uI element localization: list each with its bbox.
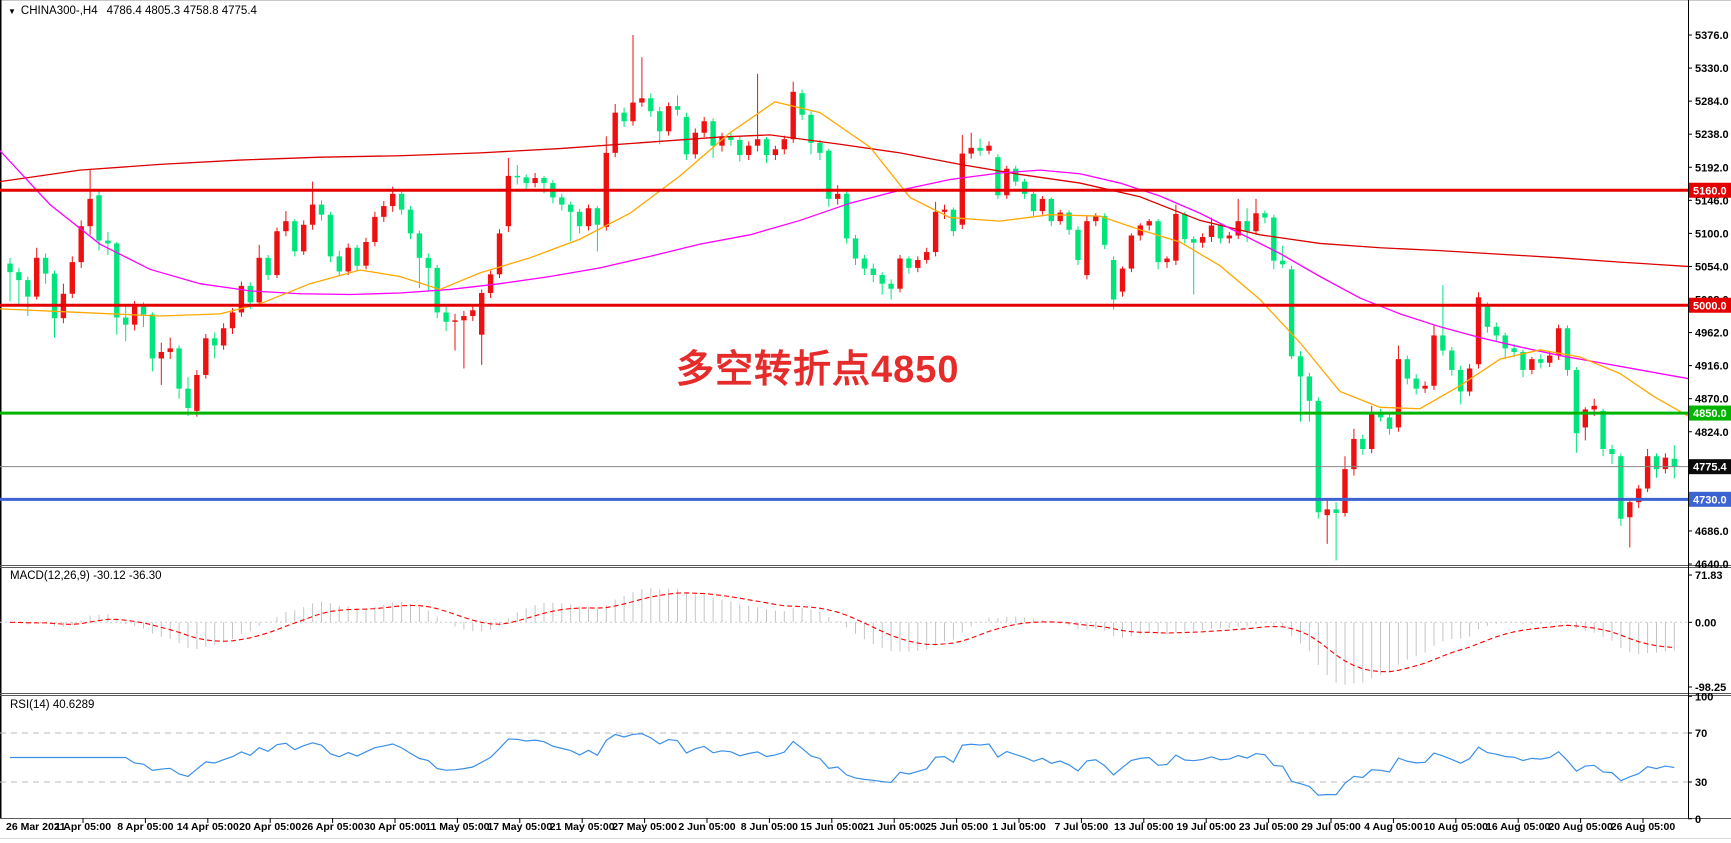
date-label: 8 Apr 05:00 <box>117 821 173 833</box>
macd-tick-label: 71.83 <box>1695 570 1723 582</box>
date-label: 11 May 05:00 <box>425 821 489 833</box>
date-label: 8 Jun 05:00 <box>741 821 798 833</box>
price-tick-label: 5330.0 <box>1695 63 1729 75</box>
price-tick-label: 5238.0 <box>1695 129 1729 141</box>
symbol-dropdown-icon[interactable]: ▼ <box>8 6 16 16</box>
date-label: 21 May 05:00 <box>550 821 615 833</box>
macd-tick-label: -98.25 <box>1695 682 1726 694</box>
macd-tick-label: 0.00 <box>1695 617 1716 629</box>
svg-text:5160.0: 5160.0 <box>1693 185 1727 197</box>
date-label: 14 Apr 05:00 <box>177 821 239 833</box>
rsi-line <box>10 733 1675 796</box>
ma-slow-red <box>0 134 1689 268</box>
date-label: 10 Aug 05:00 <box>1424 821 1489 833</box>
candles-layer <box>7 35 1677 561</box>
rsi-tick-label: 100 <box>1695 691 1713 703</box>
chart-annotation: 多空转折点4850 <box>676 349 960 391</box>
date-label: 26 Aug 05:00 <box>1611 821 1676 833</box>
price-tick-label: 4870.0 <box>1695 394 1729 406</box>
price-badge-4775.4: 4775.4 <box>1689 459 1731 475</box>
date-label: 4 Aug 05:00 <box>1364 821 1423 833</box>
date-label: 1 Jul 05:00 <box>992 821 1046 833</box>
date-label: 20 Apr 05:00 <box>239 821 301 833</box>
date-label: 16 Aug 05:00 <box>1486 821 1551 833</box>
price-tick-label: 5192.0 <box>1695 162 1729 174</box>
price-tick-label: 4640.0 <box>1695 559 1729 571</box>
price-badge-5160.0: 5160.0 <box>1689 182 1731 198</box>
price-tick-label: 5100.0 <box>1695 228 1729 240</box>
date-label: 7 Jul 05:00 <box>1055 821 1109 833</box>
price-tick-label: 4824.0 <box>1695 427 1729 439</box>
svg-text:4730.0: 4730.0 <box>1693 494 1727 506</box>
macd-signal-line <box>9 592 1675 673</box>
chart-header: ▼ CHINA300-,H4 4786.4 4805.3 4758.8 4775… <box>8 5 257 17</box>
rsi-tick-label: 0 <box>1695 814 1701 826</box>
rsi-tick-label: 70 <box>1695 728 1707 740</box>
price-tick-label: 4686.0 <box>1695 526 1729 538</box>
svg-text:5000.0: 5000.0 <box>1693 300 1727 312</box>
svg-text:4775.4: 4775.4 <box>1693 462 1728 474</box>
date-label: 21 Jun 05:00 <box>863 821 926 833</box>
date-label: 30 Apr 05:00 <box>364 821 426 833</box>
date-label: 23 Jul 05:00 <box>1239 821 1299 833</box>
price-tick-label: 4962.0 <box>1695 328 1729 340</box>
rsi-tick-label: 30 <box>1695 777 1707 789</box>
ma-fast-orange <box>0 101 1689 417</box>
date-label: 19 Jul 05:00 <box>1176 821 1236 833</box>
price-badge-4730.0: 4730.0 <box>1689 491 1731 507</box>
ohlc-values: 4786.4 4805.3 4758.8 4775.4 <box>106 5 257 17</box>
date-label: 17 May 05:00 <box>487 821 552 833</box>
rsi-indicator-label: RSI(14) 40.6289 <box>10 699 95 711</box>
symbol-period-label: CHINA300-,H4 <box>20 5 98 17</box>
macd-indicator-label: MACD(12,26,9) -30.12 -36.30 <box>10 570 162 582</box>
date-label: 15 Jun 05:00 <box>800 821 863 833</box>
price-tick-label: 5284.0 <box>1695 96 1729 108</box>
price-tick-label: 5146.0 <box>1695 195 1729 207</box>
date-label: 13 Jul 05:00 <box>1114 821 1174 833</box>
macd-histogram-layer <box>18 588 1675 685</box>
price-tick-label: 5054.0 <box>1695 261 1729 273</box>
date-label: 26 Mar 2021 <box>6 821 66 833</box>
svg-text:4850.0: 4850.0 <box>1693 408 1727 420</box>
ma-mid-magenta <box>0 150 1689 380</box>
price-badge-5000.0: 5000.0 <box>1689 297 1731 313</box>
date-label: 29 Jul 05:00 <box>1301 821 1361 833</box>
price-tick-label: 5376.0 <box>1695 30 1729 42</box>
price-tick-label: 4916.0 <box>1695 361 1729 373</box>
date-label: 20 Aug 05:00 <box>1548 821 1613 833</box>
date-label: 27 May 05:00 <box>612 821 677 833</box>
date-label: 1 Apr 05:00 <box>55 821 111 833</box>
date-label: 25 Jun 05:00 <box>925 821 988 833</box>
date-label: 2 Jun 05:00 <box>678 821 735 833</box>
date-label: 26 Apr 05:00 <box>302 821 364 833</box>
price-badge-4850.0: 4850.0 <box>1689 405 1731 421</box>
